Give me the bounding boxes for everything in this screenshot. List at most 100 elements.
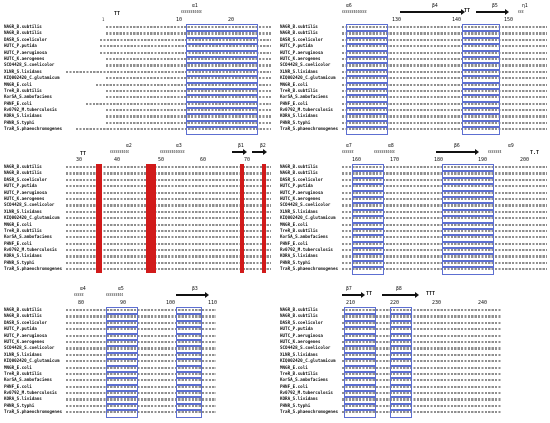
ss-label-beta5: β5: [492, 4, 498, 9]
ss-ruler: α6 ℓℓℓℓℓℓℓℓℓℓℓℓℓ β4 TT β5 η1 ℓℓℓ 130 140…: [342, 2, 547, 28]
ss-label-eta1: η1: [522, 4, 528, 9]
sequence-row: [66, 345, 216, 354]
position-number: 240: [478, 300, 488, 306]
sequence-row: [66, 170, 271, 177]
position-number: 170: [390, 157, 400, 163]
sequence-row: [66, 234, 271, 241]
sequence-row: [342, 364, 502, 373]
position-number: 70: [244, 157, 251, 163]
species-list: NAGR_B.subtilis NAGR_B.subtilis DASR_S.c…: [4, 164, 62, 273]
species-name: PHNF_E.coli: [4, 383, 32, 389]
sequence-row: [342, 215, 547, 224]
helix-alpha1: ℓℓℓℓℓℓℓℓℓℓℓ: [181, 10, 202, 15]
species-name: HUTC_K.aerogenes: [4, 195, 45, 201]
species-name: KORA_S.lividans: [280, 253, 318, 259]
sequence-row: [342, 183, 547, 192]
species-name: TraR_S.phaeochromogenes: [280, 126, 338, 132]
species-name: MNGR_E.coli: [4, 221, 32, 227]
sequence-row: [342, 36, 547, 46]
species-name: Rv0792_M.tuberculosis: [280, 390, 333, 396]
species-name: TreR_B.subtilis: [4, 227, 42, 233]
position-number: 130: [392, 17, 402, 23]
sequence-row: [342, 62, 547, 71]
sequence-row: [342, 107, 547, 116]
sequence-rows: [66, 164, 271, 273]
sequence-row: [342, 259, 547, 269]
sequence-row: [342, 227, 547, 237]
alignment-panel-4: α7 ℓℓℓℓℓℓ α8 ℓℓℓℓℓℓℓℓℓℓℓ β6 α9 ℓℓℓℓℓℓℓ T…: [280, 142, 550, 275]
sequence-row: [342, 377, 502, 386]
sequence-row: [342, 402, 502, 412]
sequence-row: [342, 326, 502, 335]
sequence-row: [342, 253, 547, 262]
sequence-row: [66, 253, 271, 260]
alignment-panel-1: α1 ℓℓℓℓℓℓℓℓℓℓℓ TT 10 20 1 NAGR_B.subtili…: [4, 2, 274, 135]
sequence-row: [66, 409, 216, 418]
species-name: PHNR_S.typhi: [280, 259, 311, 265]
species-name: HUTC_P.aeruginosa: [4, 189, 47, 195]
strand-beta1: [232, 149, 247, 155]
position-number: 60: [200, 157, 207, 163]
species-name: NAGR_B.subtilis: [4, 164, 42, 169]
sequence-row: [66, 183, 271, 190]
sequence-rows: [66, 307, 216, 418]
species-name: KorSA_S.ambofaciens: [4, 377, 52, 383]
species-name: NAGR_B.subtilis: [4, 313, 42, 319]
species-name: MNGR_E.coli: [280, 81, 308, 87]
sequence-row: [66, 36, 271, 46]
sequence-row: [342, 43, 547, 52]
sequence-row: [342, 189, 547, 198]
strand-beta5: [476, 9, 509, 15]
species-list: NAGR_B.subtilis NAGR_B.subtilis DASR_S.c…: [280, 307, 338, 416]
species-name: KorSA_S.ambofaciens: [4, 234, 52, 240]
sequence-row: [342, 126, 547, 135]
ss-label-alpha3: α3: [176, 144, 182, 149]
species-name: Rv0792_M.tuberculosis: [4, 107, 57, 113]
ss-ruler: TT α2 ℓℓℓℓℓℓℓℓℓℓ α3 ℓℓℓℓℓℓℓℓℓℓℓℓℓ β1 β2 …: [66, 142, 271, 168]
position-number: 200: [520, 157, 530, 163]
sequence-row: [342, 409, 502, 418]
species-name: DASR_S.coelicolor: [4, 176, 47, 182]
ss-label-beta4: β4: [432, 4, 438, 9]
sequence-row: [66, 30, 271, 39]
position-number: 100: [166, 300, 176, 306]
position-number: 40: [114, 157, 121, 163]
alignment-panel-2: α6 ℓℓℓℓℓℓℓℓℓℓℓℓℓ β4 TT β5 η1 ℓℓℓ 130 140…: [280, 2, 550, 135]
sequence-row: [66, 326, 216, 335]
ss-label-alpha1: α1: [192, 4, 198, 9]
sequence-row: [66, 402, 216, 412]
species-name: MNGR_E.coli: [4, 81, 32, 87]
ss-label-beta6: β6: [454, 144, 460, 149]
sequence-row: [66, 81, 271, 90]
sequence-row: [342, 266, 547, 275]
sequence-row: [342, 113, 547, 122]
species-name: KORA_S.lividans: [4, 253, 42, 259]
ss-label-alpha8: α8: [388, 144, 394, 149]
sequence-row: [66, 247, 271, 254]
species-name: NAGR_B.subtilis: [280, 164, 318, 169]
species-name: HUTC_P.putida: [280, 183, 313, 189]
sequence-row: [66, 338, 216, 348]
helix-alpha6: ℓℓℓℓℓℓℓℓℓℓℓℓℓ: [342, 10, 367, 15]
sequence-row: [342, 176, 547, 186]
sequence-row: [342, 307, 502, 316]
sequence-row: [66, 87, 271, 97]
helix-alpha8: ℓℓℓℓℓℓℓℓℓℓℓ: [374, 150, 395, 155]
species-name: TreR_B.subtilis: [280, 370, 318, 376]
species-name: DASR_S.coelicolor: [4, 319, 47, 325]
species-list: NAGR_B.subtilis NAGR_B.subtilis DASR_S.c…: [4, 24, 62, 133]
position-number: 230: [432, 300, 442, 306]
species-name: HUTC_K.aerogenes: [4, 55, 45, 61]
species-name: KIQ002420_C.glutamicum: [280, 358, 336, 364]
species-list: NAGR_B.subtilis NAGR_B.subtilis DASR_S.c…: [4, 307, 62, 416]
sequence-row: [66, 176, 271, 184]
species-name: KorSA_S.ambofaciens: [280, 234, 328, 240]
sequence-row: [66, 307, 216, 316]
sequence-rows: [342, 24, 547, 135]
species-name: HUTC_P.putida: [280, 43, 313, 49]
species-name: KORA_S.lividans: [280, 396, 318, 402]
position-number: 10: [176, 17, 183, 23]
sequence-row: [66, 370, 216, 380]
sequence-row: [342, 81, 547, 90]
species-name: TreR_B.subtilis: [280, 87, 318, 93]
